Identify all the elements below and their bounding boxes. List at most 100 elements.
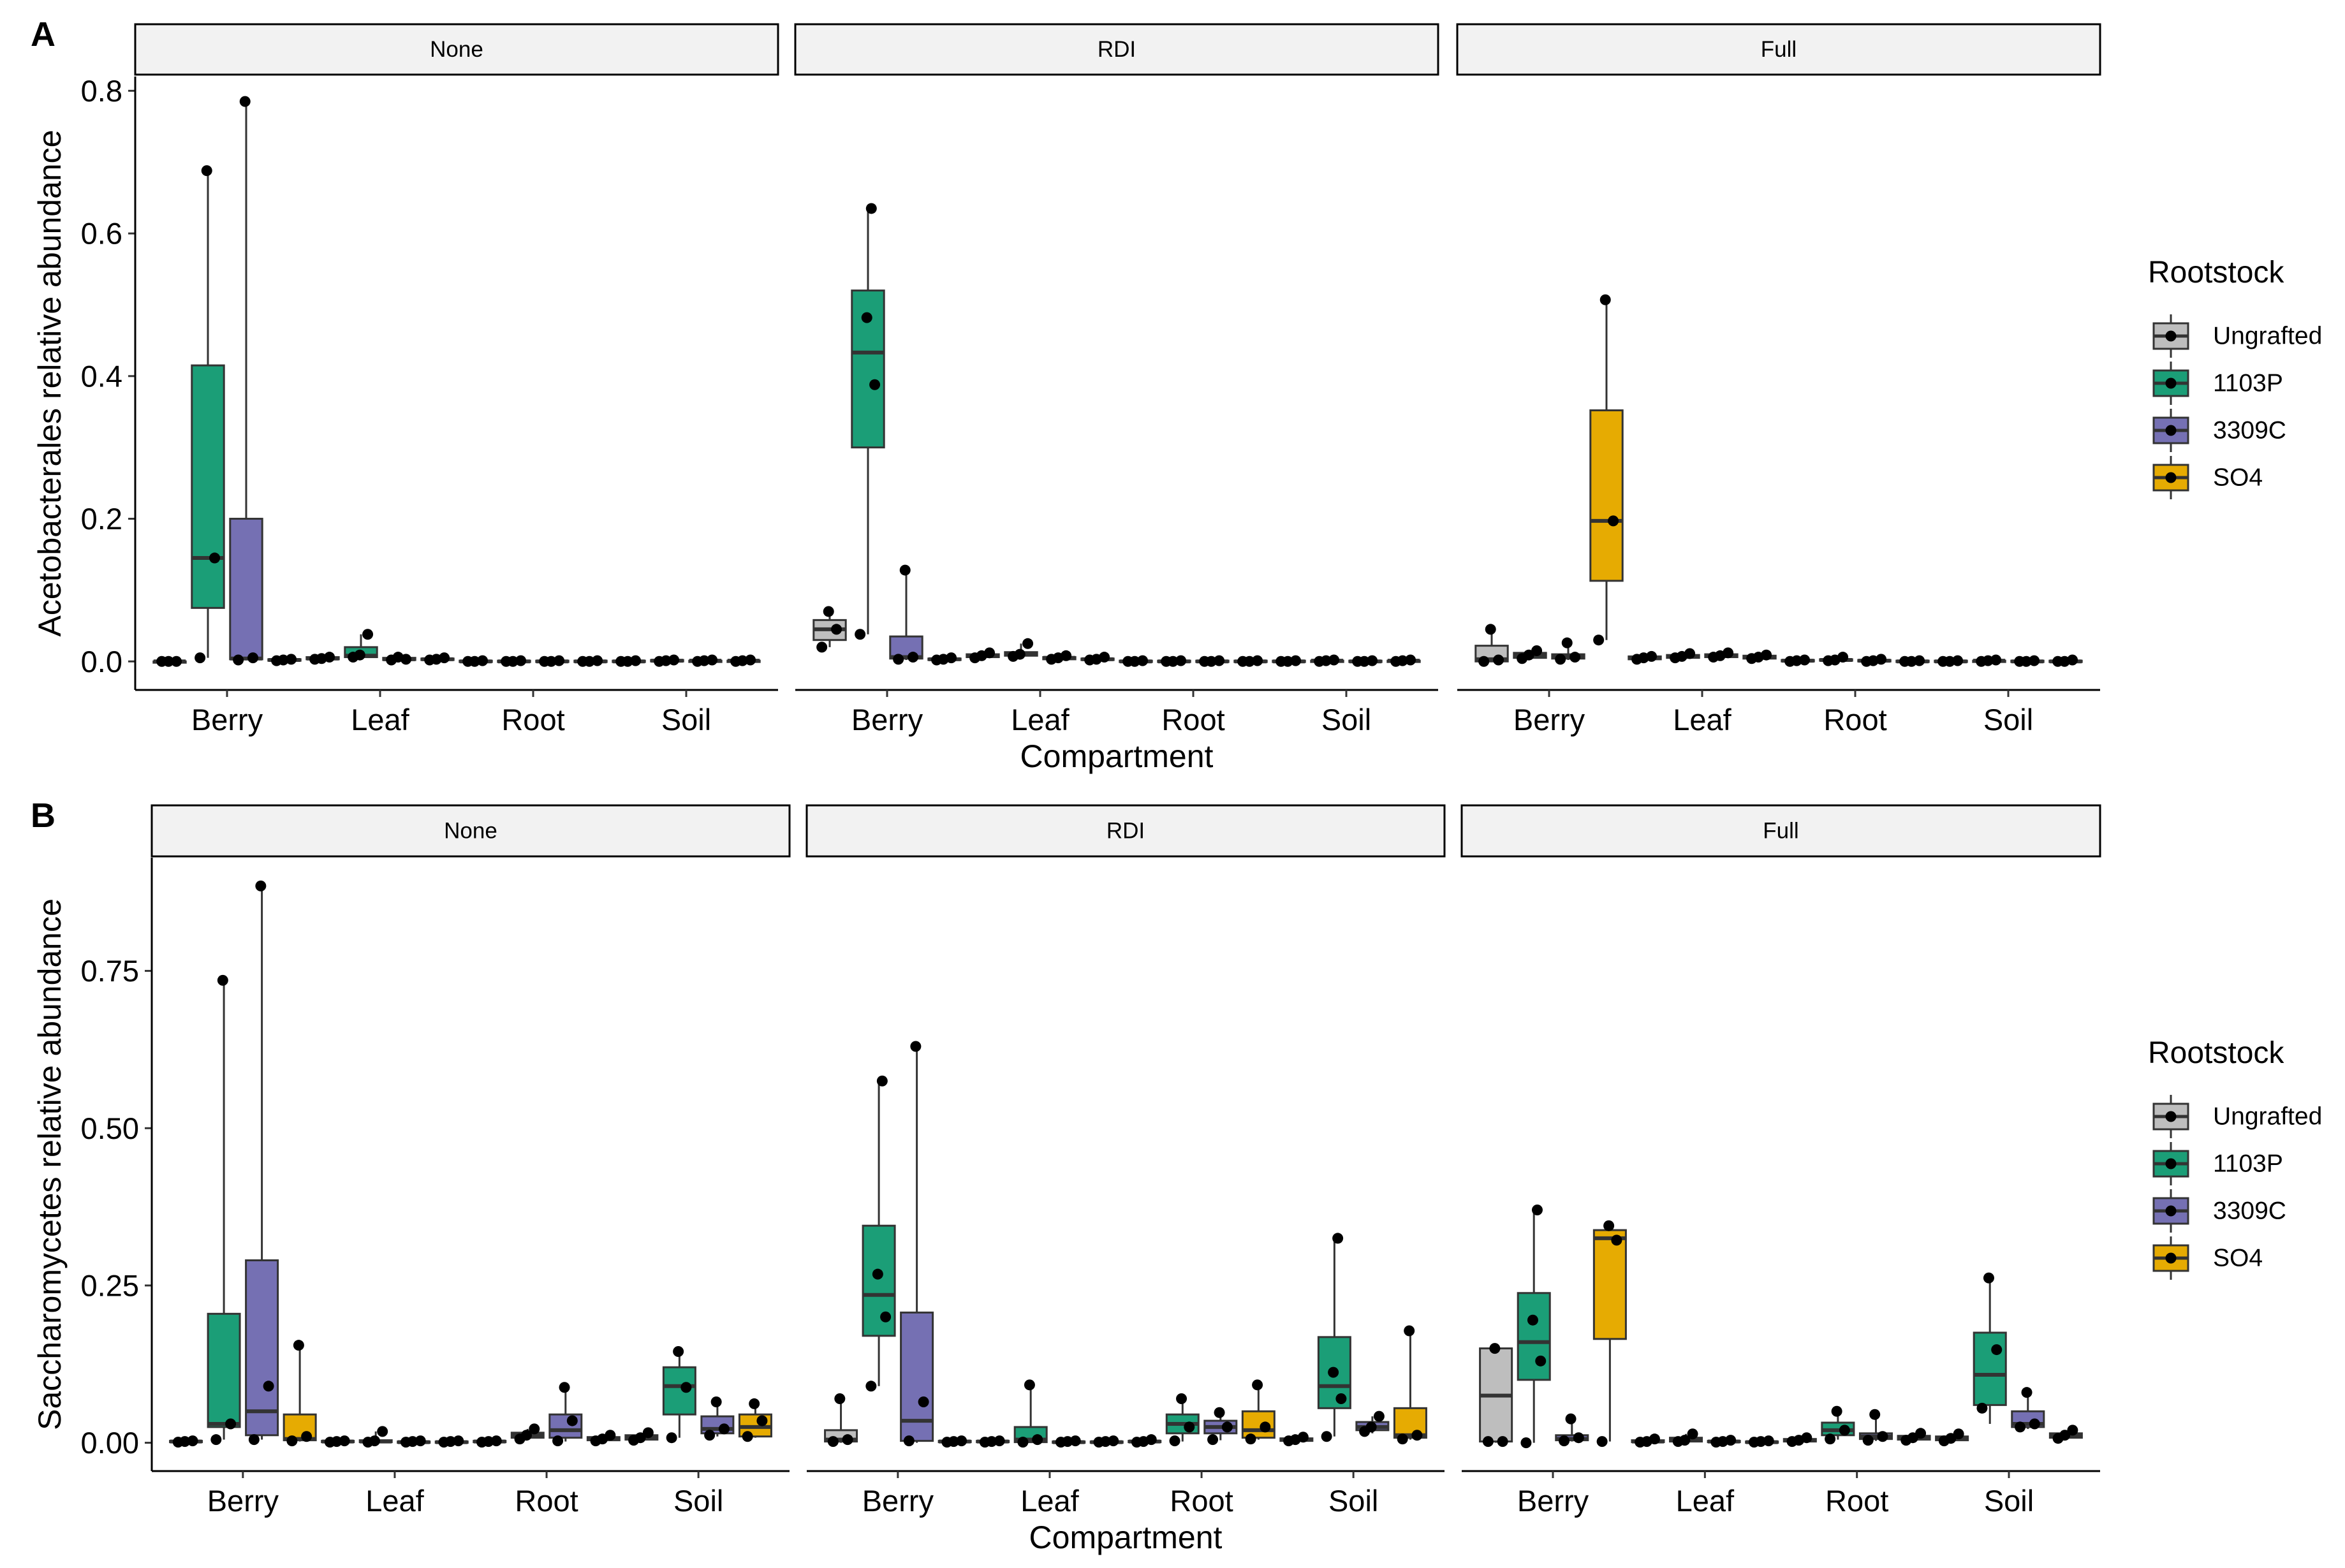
legend-key-point xyxy=(2165,330,2177,342)
data-point xyxy=(986,1436,997,1447)
legend-key-point xyxy=(2165,472,2177,483)
legend-key-point xyxy=(2165,425,2177,436)
box-1103p xyxy=(1004,638,1038,662)
panel-b: B Saccharomycetes relative abundance 0.00 0… xyxy=(31,796,2322,1555)
legend-label: 3309C xyxy=(2213,1198,2286,1225)
data-point xyxy=(1520,1437,1532,1449)
box-body xyxy=(191,364,225,609)
data-point xyxy=(893,654,904,665)
data-point xyxy=(1099,1436,1111,1447)
x-tick-label: Root xyxy=(1161,703,1224,736)
data-point xyxy=(1687,1428,1698,1440)
box-body xyxy=(229,518,263,661)
box-3309c xyxy=(1551,637,1585,665)
legend-key-point xyxy=(2165,1205,2177,1217)
data-point xyxy=(704,1430,716,1441)
data-point xyxy=(1091,654,1102,665)
data-point xyxy=(362,629,374,640)
data-point xyxy=(195,652,206,664)
x-tick-label: Soil xyxy=(1328,1484,1378,1518)
data-point xyxy=(1290,1434,1301,1446)
data-point xyxy=(1976,1402,1988,1414)
data-point xyxy=(1335,1393,1347,1405)
box-ungrafted xyxy=(459,655,493,667)
data-point xyxy=(872,1268,883,1280)
facet-rdi: RDI Berry Leaf Root Soil xyxy=(805,804,1446,1518)
panel-a: A Acetobacterales relative abundance 0.0 0.… xyxy=(31,15,2322,774)
data-point xyxy=(827,1436,839,1447)
legend-item-ungrafted: Ungrafted xyxy=(2152,314,2322,358)
box-so4 xyxy=(1742,649,1777,664)
legend: Rootstock Ungrafted 1103P 3309C SO4 xyxy=(2148,1036,2322,1280)
box-1103p xyxy=(497,655,531,667)
data-point xyxy=(1599,294,1611,305)
data-point xyxy=(1825,1433,1836,1445)
box-1103p xyxy=(1669,1428,1703,1447)
data-point xyxy=(1527,1314,1538,1326)
legend-item-so4: SO4 xyxy=(2152,1236,2263,1280)
data-point xyxy=(1169,1435,1180,1447)
legend-item-ungrafted: Ungrafted xyxy=(2152,1095,2322,1138)
data-point xyxy=(642,1427,654,1439)
data-point xyxy=(445,1436,456,1447)
x-tick-label: Leaf xyxy=(1673,703,1731,736)
box-ungrafted xyxy=(812,606,847,653)
data-point xyxy=(1877,1431,1888,1442)
data-point xyxy=(554,655,565,666)
data-point xyxy=(1676,650,1687,662)
y-tick-label: 0.25 xyxy=(81,1268,139,1302)
data-point xyxy=(1831,1405,1842,1417)
box-so4 xyxy=(434,1435,469,1448)
data-point xyxy=(1593,634,1605,646)
facet-strip-label: RDI xyxy=(1106,819,1145,844)
x-tick-label: Berry xyxy=(851,703,923,736)
data-point xyxy=(209,552,221,564)
legend-item-1103p: 1103P xyxy=(2152,362,2283,405)
data-point xyxy=(1328,654,1340,666)
facet-strip xyxy=(794,23,1439,76)
data-point xyxy=(1561,637,1573,648)
data-point xyxy=(1108,1435,1119,1447)
box-so4 xyxy=(2048,1425,2083,1444)
data-point xyxy=(483,1436,494,1447)
data-point xyxy=(1945,1433,1957,1444)
legend-label: Ungrafted xyxy=(2213,1103,2322,1131)
box-3309c xyxy=(1704,647,1739,663)
data-point xyxy=(1207,1434,1219,1446)
box-3309c xyxy=(397,1435,431,1448)
data-point xyxy=(529,1423,540,1435)
data-point xyxy=(1907,1432,1918,1444)
data-point xyxy=(210,1434,222,1446)
data-point xyxy=(1493,654,1504,666)
data-point xyxy=(1596,1436,1608,1447)
x-tick-label: Soil xyxy=(673,1484,723,1518)
facet-strip-label: None xyxy=(430,37,483,62)
y-axis-title: Saccharomycetes relative abundance xyxy=(32,898,68,1430)
box-ungrafted xyxy=(1279,1432,1314,1447)
data-point xyxy=(1332,1233,1344,1244)
box-so4 xyxy=(927,652,962,666)
data-point xyxy=(225,1418,237,1430)
data-point xyxy=(1032,1434,1043,1446)
data-point xyxy=(286,654,297,665)
data-point xyxy=(1405,654,1416,666)
data-point xyxy=(1611,1235,1622,1246)
data-point xyxy=(660,655,672,666)
box-3309c xyxy=(548,1382,583,1447)
data-point xyxy=(903,1435,915,1447)
box-3309c xyxy=(900,1041,934,1447)
box-1103p xyxy=(1310,654,1344,667)
box-so4 xyxy=(1745,1435,1779,1448)
x-tick-label: Berry xyxy=(1513,703,1585,736)
x-tick-label: Leaf xyxy=(1676,1484,1735,1518)
x-tick-label: Soil xyxy=(1983,703,2033,736)
data-point xyxy=(1755,1436,1767,1447)
data-point xyxy=(1573,1432,1584,1444)
data-point xyxy=(880,1311,892,1323)
box-so4 xyxy=(1592,1220,1627,1447)
data-point xyxy=(1321,1431,1332,1442)
data-point xyxy=(2029,655,2040,666)
box-3309c xyxy=(1555,1413,1589,1447)
facet-rdi: RDI Berry Leaf Root Soil xyxy=(794,23,1439,736)
box-ungrafted xyxy=(1479,1343,1513,1447)
